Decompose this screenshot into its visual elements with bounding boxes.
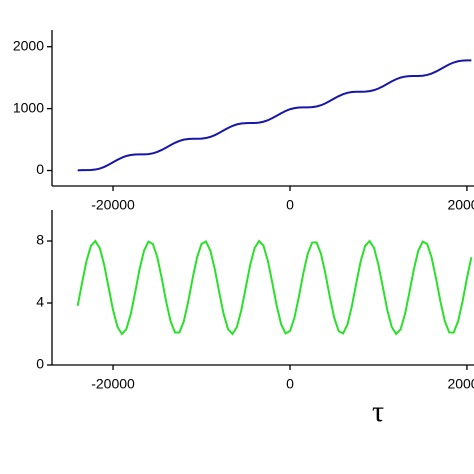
x-tick-label: -20000 xyxy=(91,376,135,392)
x-tick-label: 0 xyxy=(286,197,294,213)
x-tick-label: 20000 xyxy=(447,197,474,213)
y-tick-label: 0 xyxy=(36,161,44,177)
y-tick-label: 1000 xyxy=(13,99,44,115)
y-tick-label: 0 xyxy=(36,356,44,372)
y-tick-label: 4 xyxy=(36,294,44,310)
data-line xyxy=(76,239,473,336)
y-tick-label: 8 xyxy=(36,232,44,248)
x-tick-label: 20000 xyxy=(447,376,474,392)
x-axis-label: τ xyxy=(372,395,384,428)
data-line xyxy=(77,59,472,172)
x-tick-label: 0 xyxy=(286,376,294,392)
x-tick-label: -20000 xyxy=(91,197,135,213)
y-tick-label: 2000 xyxy=(13,37,44,53)
